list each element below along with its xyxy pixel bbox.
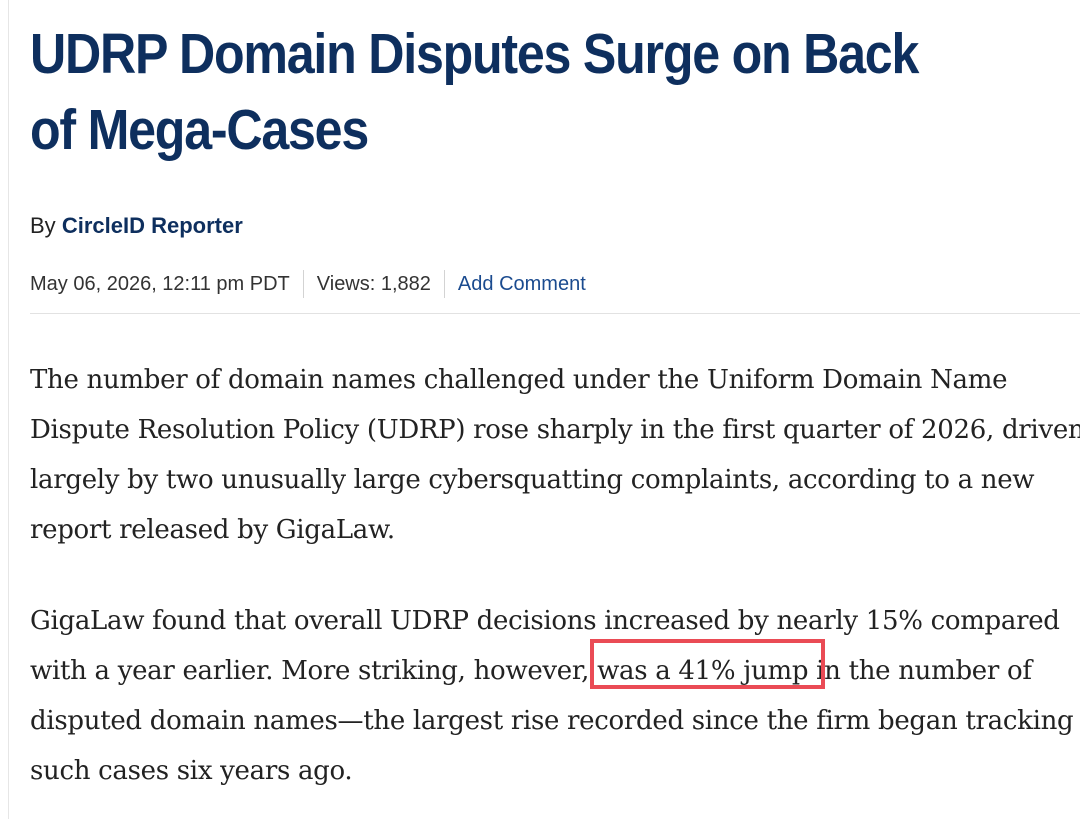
article-paragraph: The number of domain names challenged un… <box>30 355 1080 555</box>
byline: By CircleID Reporter <box>30 210 243 242</box>
byline-prefix: By <box>30 213 56 238</box>
author-link[interactable]: CircleID Reporter <box>61 213 243 238</box>
meta-divider <box>30 313 1080 314</box>
paragraph-line: disputed domain names—the largest rise r… <box>30 706 1074 736</box>
paragraph-line: report released by GigaLaw. <box>30 515 395 545</box>
left-border <box>8 0 9 819</box>
article-paragraph: GigaLaw found that overall UDRP decision… <box>30 596 1080 796</box>
meta-separator <box>443 270 445 298</box>
paragraph-line: Dispute Resolution Policy (UDRP) rose sh… <box>30 415 1080 445</box>
publish-date: May 06, 2026, 12:11 pm PDT <box>30 272 290 295</box>
view-count: Views: 1,882 <box>316 272 431 295</box>
article-meta: May 06, 2026, 12:11 pm PDT Views: 1,882 … <box>30 268 586 300</box>
paragraph-line: with a year earlier. More striking, howe… <box>30 656 1032 686</box>
paragraph-line: such cases six years ago. <box>30 756 353 786</box>
article-title: UDRP Domain Disputes Surge on Back of Me… <box>30 22 919 162</box>
add-comment-link[interactable]: Add Comment <box>457 272 586 295</box>
meta-separator <box>302 270 304 298</box>
paragraph-line: largely by two unusually large cybersqua… <box>30 465 1035 495</box>
paragraph-line: GigaLaw found that overall UDRP decision… <box>30 606 1060 636</box>
paragraph-line: The number of domain names challenged un… <box>30 365 1008 395</box>
